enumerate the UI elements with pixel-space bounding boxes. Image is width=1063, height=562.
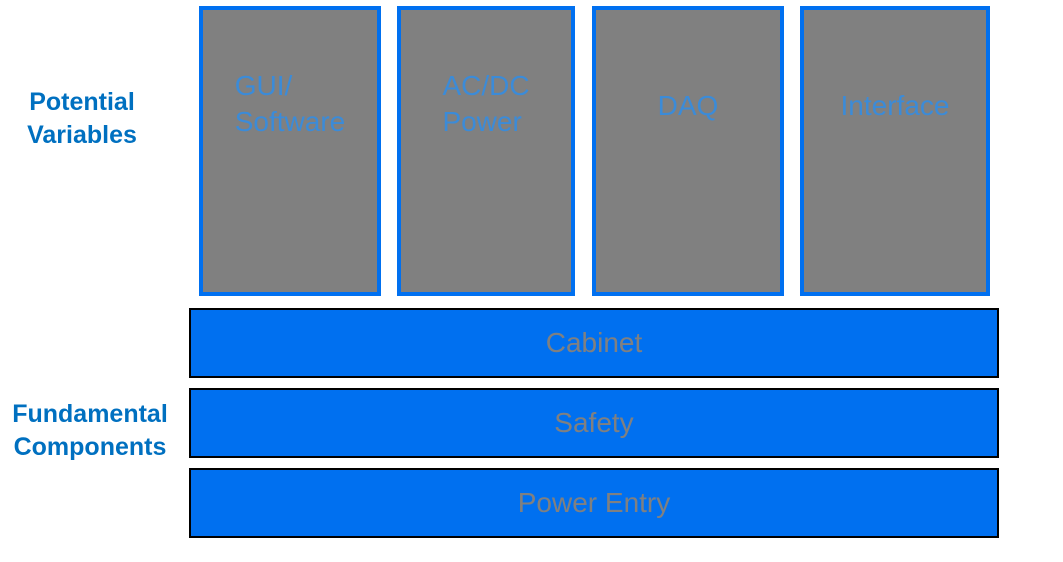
- bar-label: Cabinet: [546, 327, 643, 359]
- box-acdc-power: AC/DC Power: [397, 6, 575, 296]
- box-daq: DAQ: [592, 6, 784, 296]
- label-line: Fundamental: [12, 400, 168, 428]
- box-label: AC/DC: [442, 70, 529, 101]
- label-line: Potential: [29, 88, 135, 116]
- box-interface: Interface: [800, 6, 990, 296]
- box-label: GUI/: [235, 70, 293, 101]
- box-gui-software: GUI/ Software: [199, 6, 381, 296]
- label-line: Variables: [27, 121, 137, 149]
- label-potential-variables: Potential Variables: [12, 86, 152, 151]
- bar-power-entry: Power Entry: [189, 468, 999, 538]
- box-label: Software: [235, 106, 346, 137]
- bar-safety: Safety: [189, 388, 999, 458]
- box-label: Interface: [841, 90, 950, 121]
- box-label: DAQ: [658, 90, 719, 121]
- label-line: Components: [14, 433, 167, 461]
- label-fundamental-components: Fundamental Components: [0, 398, 180, 463]
- bar-label: Power Entry: [518, 487, 671, 519]
- bar-label: Safety: [554, 407, 633, 439]
- box-label: Power: [442, 106, 521, 137]
- bar-cabinet: Cabinet: [189, 308, 999, 378]
